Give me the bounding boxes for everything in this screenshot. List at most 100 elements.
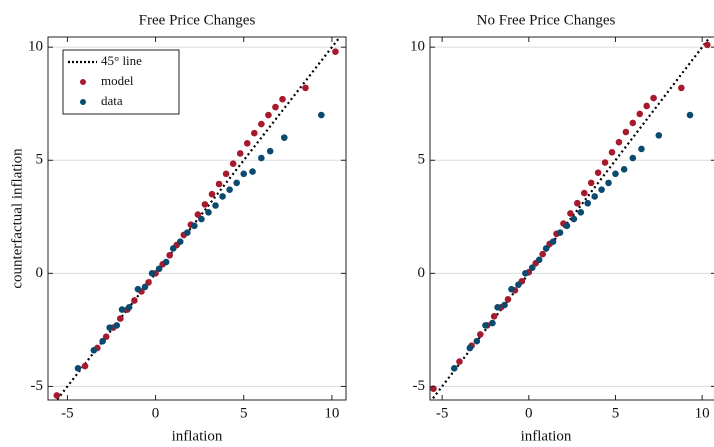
x-axis-label: inflation (172, 428, 223, 444)
point (686, 111, 694, 119)
point (102, 333, 110, 340)
point (176, 238, 184, 245)
point (515, 281, 522, 288)
point (594, 169, 602, 177)
y-tick-label: 10 (410, 39, 425, 55)
point (212, 202, 219, 209)
point (508, 285, 515, 293)
point (501, 301, 508, 309)
point (605, 179, 612, 187)
point (302, 84, 309, 92)
point (629, 154, 637, 162)
point (629, 119, 637, 127)
y-tick-label: 5 (418, 152, 426, 168)
plot-area (430, 37, 714, 400)
x-tick-label: 0 (152, 405, 160, 421)
point (145, 279, 152, 286)
point (233, 179, 240, 187)
reference-line (430, 37, 712, 400)
y-tick-label: -5 (31, 378, 44, 394)
x-tick-label: 10 (324, 405, 339, 421)
point (598, 186, 605, 193)
point (466, 344, 474, 352)
point (53, 392, 61, 399)
point (577, 208, 585, 216)
point (166, 251, 173, 259)
point (528, 264, 536, 271)
point (131, 297, 138, 304)
legend: 45° line model data (62, 49, 180, 115)
point (266, 147, 274, 155)
point (81, 362, 89, 370)
point (430, 385, 437, 392)
panel: -5 0 5 10 -5 0 5 10 No Free Price Changes inflati… (410, 12, 714, 444)
point (279, 95, 286, 103)
point (74, 365, 82, 372)
point (601, 159, 609, 166)
point (113, 322, 121, 329)
x-tick-label: 5 (240, 405, 248, 421)
point (539, 250, 546, 258)
point (549, 238, 557, 245)
point (542, 245, 550, 252)
point (249, 168, 256, 175)
point (556, 229, 564, 236)
x-tick-label: 5 (612, 405, 620, 421)
legend-swatch (80, 79, 86, 85)
point (494, 303, 501, 311)
point (655, 132, 663, 139)
point (201, 201, 209, 208)
point (615, 138, 623, 146)
chart-title: No Free Price Changes (477, 12, 616, 28)
point (229, 160, 237, 167)
point (450, 365, 458, 372)
x-tick-label: -5 (436, 405, 449, 421)
point (116, 315, 124, 322)
legend-label: 45° line (101, 53, 142, 68)
point (591, 193, 598, 200)
x-tick-label: -5 (61, 405, 74, 421)
point (643, 102, 650, 110)
x-tick-label: 10 (695, 405, 710, 421)
panel: -5 0 5 10 -5 0 5 10 Free Price Changes inflation c… (9, 12, 347, 444)
point (580, 189, 588, 197)
point (456, 358, 463, 365)
point (99, 337, 106, 345)
point (226, 186, 233, 193)
point (243, 139, 251, 147)
point (612, 170, 619, 178)
y-tick-label: 0 (418, 265, 426, 281)
point (240, 170, 248, 178)
y-tick-label: -5 (413, 378, 426, 394)
point (236, 150, 244, 157)
axes-frame (47, 36, 347, 401)
point (258, 120, 265, 128)
x-tick-label: 0 (525, 405, 533, 421)
point (490, 313, 498, 320)
point (678, 84, 685, 92)
legend-label: data (101, 93, 123, 108)
point (638, 145, 645, 153)
point (134, 285, 142, 293)
point (222, 170, 230, 178)
point (258, 154, 265, 162)
point (587, 179, 595, 187)
point (90, 346, 98, 354)
point (205, 208, 212, 216)
point (318, 111, 325, 119)
point (522, 270, 529, 277)
point (567, 210, 574, 217)
point (125, 303, 133, 311)
y-axis-label: counterfactual inflation (9, 148, 25, 289)
point (332, 48, 339, 56)
point (251, 129, 258, 137)
point (622, 128, 630, 136)
point (272, 103, 279, 111)
x-axis-label: inflation (521, 428, 572, 444)
point (636, 110, 644, 118)
point (608, 149, 616, 156)
point (141, 283, 149, 291)
point (219, 193, 226, 200)
